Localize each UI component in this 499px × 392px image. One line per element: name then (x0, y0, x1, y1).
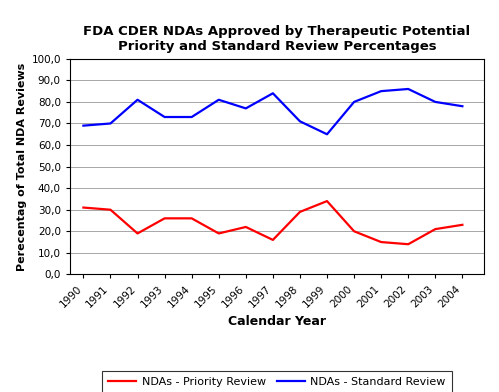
NDAs - Standard Review (189, 114, 195, 119)
NDAs - Priority Review (162, 216, 168, 221)
NDAs - Priority Review (107, 207, 113, 212)
NDAs - Priority Review (80, 205, 86, 210)
NDAs - Priority Review (216, 231, 222, 236)
Legend: NDAs - Priority Review, NDAs - Standard Review: NDAs - Priority Review, NDAs - Standard … (102, 370, 452, 392)
NDAs - Priority Review (243, 225, 249, 229)
NDAs - Priority Review (351, 229, 357, 234)
NDAs - Standard Review (216, 97, 222, 102)
Line: NDAs - Standard Review: NDAs - Standard Review (83, 89, 463, 134)
NDAs - Standard Review (351, 100, 357, 104)
NDAs - Standard Review (243, 106, 249, 111)
NDAs - Priority Review (405, 242, 411, 247)
NDAs - Standard Review (324, 132, 330, 137)
NDAs - Standard Review (432, 100, 438, 104)
NDAs - Standard Review (405, 87, 411, 91)
NDAs - Priority Review (297, 209, 303, 214)
Y-axis label: Perecentag of Total NDA Reviews: Perecentag of Total NDA Reviews (17, 62, 27, 271)
NDAs - Priority Review (432, 227, 438, 231)
NDAs - Priority Review (378, 240, 384, 245)
NDAs - Standard Review (80, 123, 86, 128)
NDAs - Standard Review (135, 97, 141, 102)
NDAs - Standard Review (378, 89, 384, 94)
NDAs - Standard Review (270, 91, 276, 96)
Line: NDAs - Priority Review: NDAs - Priority Review (83, 201, 463, 244)
NDAs - Standard Review (460, 104, 466, 109)
X-axis label: Calendar Year: Calendar Year (228, 315, 326, 328)
NDAs - Priority Review (189, 216, 195, 221)
Title: FDA CDER NDAs Approved by Therapeutic Potential
Priority and Standard Review Per: FDA CDER NDAs Approved by Therapeutic Po… (83, 25, 471, 53)
NDAs - Priority Review (460, 223, 466, 227)
NDAs - Standard Review (162, 114, 168, 119)
NDAs - Priority Review (270, 238, 276, 242)
NDAs - Priority Review (135, 231, 141, 236)
NDAs - Standard Review (107, 121, 113, 126)
NDAs - Priority Review (324, 199, 330, 203)
NDAs - Standard Review (297, 119, 303, 123)
